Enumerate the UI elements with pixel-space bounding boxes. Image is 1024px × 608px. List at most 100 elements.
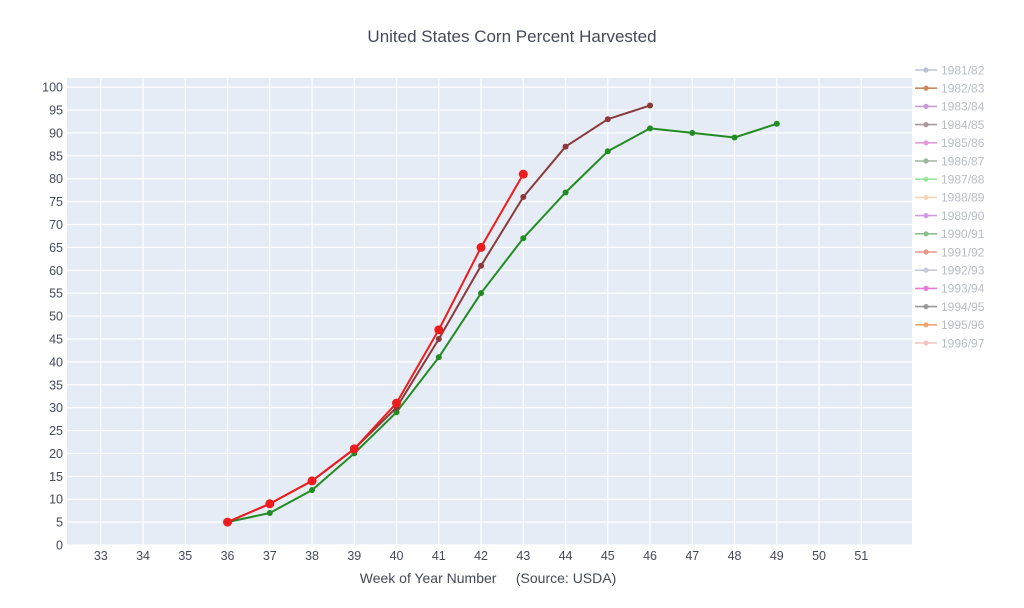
legend-swatch-marker <box>923 231 929 237</box>
data-point[interactable] <box>647 102 654 109</box>
y-tick-label: 60 <box>49 264 63 278</box>
legend-item[interactable]: 1982/83 <box>915 82 985 96</box>
x-tick-label: 51 <box>854 549 868 563</box>
data-point[interactable] <box>223 517 233 527</box>
y-tick-label: 25 <box>49 424 63 438</box>
legend-item[interactable]: 1986/87 <box>915 154 985 168</box>
x-tick-label: 39 <box>347 549 361 563</box>
y-tick-label: 75 <box>49 195 63 209</box>
x-axis-ticks: 33 34 35 36 37 38 39 40 41 42 43 44 45 46 47 48 49 50 51 <box>94 549 868 563</box>
legend-swatch-marker <box>923 122 929 128</box>
x-tick-label: 45 <box>601 549 615 563</box>
y-axis-ticks: 0 5 10 15 20 25 30 35 40 45 50 55 60 65 70 75 80 85 90 95 10… <box>42 81 63 553</box>
legend-label: 1984/85 <box>941 118 985 132</box>
y-tick-label: 70 <box>49 218 63 232</box>
legend-swatch-marker <box>923 267 929 273</box>
data-point[interactable] <box>604 148 611 155</box>
data-point[interactable] <box>266 509 273 516</box>
data-point[interactable] <box>307 476 317 486</box>
data-point[interactable] <box>520 235 527 242</box>
data-point[interactable] <box>647 125 654 132</box>
x-tick-label: 33 <box>94 549 108 563</box>
series-layer <box>223 102 780 527</box>
x-tick-label: 46 <box>643 549 657 563</box>
x-tick-label: 41 <box>432 549 446 563</box>
legend-label: 1990/91 <box>941 227 985 241</box>
legend-item[interactable]: 1996/97 <box>915 336 985 350</box>
data-point[interactable] <box>435 354 442 361</box>
x-axis-title: Week of Year Number (Source: USDA) <box>360 570 617 586</box>
data-point[interactable] <box>435 335 442 342</box>
series-3[interactable] <box>223 169 528 527</box>
legend-swatch-marker <box>923 304 929 310</box>
legend-swatch-marker <box>923 140 929 146</box>
x-tick-label: 35 <box>178 549 192 563</box>
y-tick-label: 45 <box>49 332 63 346</box>
legend-swatch-marker <box>923 213 929 219</box>
y-tick-label: 65 <box>49 241 63 255</box>
legend-swatch-marker <box>923 158 929 164</box>
legend-item[interactable]: 1984/85 <box>915 118 985 132</box>
data-point[interactable] <box>476 242 486 252</box>
legend-swatch-marker <box>923 322 929 328</box>
y-tick-label: 0 <box>56 539 63 553</box>
data-point[interactable] <box>604 116 611 123</box>
data-point[interactable] <box>689 129 696 136</box>
data-point[interactable] <box>265 499 275 509</box>
data-point[interactable] <box>518 169 528 179</box>
legend-swatch-marker <box>923 67 929 73</box>
y-tick-label: 90 <box>49 126 63 140</box>
legend-label: 1987/88 <box>941 173 985 187</box>
data-point[interactable] <box>520 194 527 201</box>
y-tick-label: 100 <box>42 81 63 95</box>
data-point[interactable] <box>478 262 485 269</box>
x-tick-label: 44 <box>559 549 573 563</box>
legend-label: 1985/86 <box>941 136 985 150</box>
y-tick-label: 50 <box>49 310 63 324</box>
legend-item[interactable]: 1994/95 <box>915 300 985 314</box>
legend-swatch-marker <box>923 340 929 346</box>
legend-item[interactable]: 1985/86 <box>915 136 985 150</box>
legend-item[interactable]: 1989/90 <box>915 209 985 223</box>
y-tick-label: 20 <box>49 447 63 461</box>
data-point[interactable] <box>392 398 402 408</box>
data-point[interactable] <box>731 134 738 141</box>
y-tick-label: 55 <box>49 287 63 301</box>
legend-label: 1983/84 <box>941 100 985 114</box>
legend-swatch-marker <box>923 103 929 109</box>
x-tick-label: 36 <box>221 549 235 563</box>
legend-item[interactable]: 1990/91 <box>915 227 985 241</box>
legend-swatch-marker <box>923 285 929 291</box>
legend-item[interactable]: 1993/94 <box>915 282 985 296</box>
data-point[interactable] <box>478 290 485 297</box>
legend-swatch-marker <box>923 249 929 255</box>
data-point[interactable] <box>434 325 444 335</box>
legend-item[interactable]: 1983/84 <box>915 100 985 114</box>
legend-item[interactable]: 1988/89 <box>915 191 985 205</box>
legend-swatch-marker <box>923 176 929 182</box>
legend-label: 1982/83 <box>941 82 985 96</box>
y-tick-label: 95 <box>49 104 63 118</box>
y-tick-label: 10 <box>49 493 63 507</box>
data-point[interactable] <box>773 120 780 127</box>
chart-title: United States Corn Percent Harvested <box>367 27 656 46</box>
legend-item[interactable]: 1995/96 <box>915 318 985 332</box>
x-tick-label: 37 <box>263 549 277 563</box>
data-point[interactable] <box>309 487 316 494</box>
data-point[interactable] <box>562 143 569 150</box>
legend-item[interactable]: 1987/88 <box>915 173 985 187</box>
data-point[interactable] <box>562 189 569 196</box>
legend-swatch-marker <box>923 85 929 91</box>
data-point[interactable] <box>349 444 359 454</box>
legend-item[interactable]: 1991/92 <box>915 245 985 259</box>
legend-label: 1994/95 <box>941 300 985 314</box>
legend-item[interactable]: 1981/82 <box>915 63 985 77</box>
series-line <box>227 173 525 524</box>
legend[interactable]: 1981/82 1982/83 1983/84 1984/85 1985/86 1986/… <box>915 63 985 350</box>
x-tick-label: 34 <box>136 549 150 563</box>
legend-item[interactable]: 1992/93 <box>915 264 985 278</box>
data-point[interactable] <box>393 409 400 416</box>
legend-label: 1995/96 <box>941 318 985 332</box>
legend-swatch-marker <box>923 194 929 200</box>
